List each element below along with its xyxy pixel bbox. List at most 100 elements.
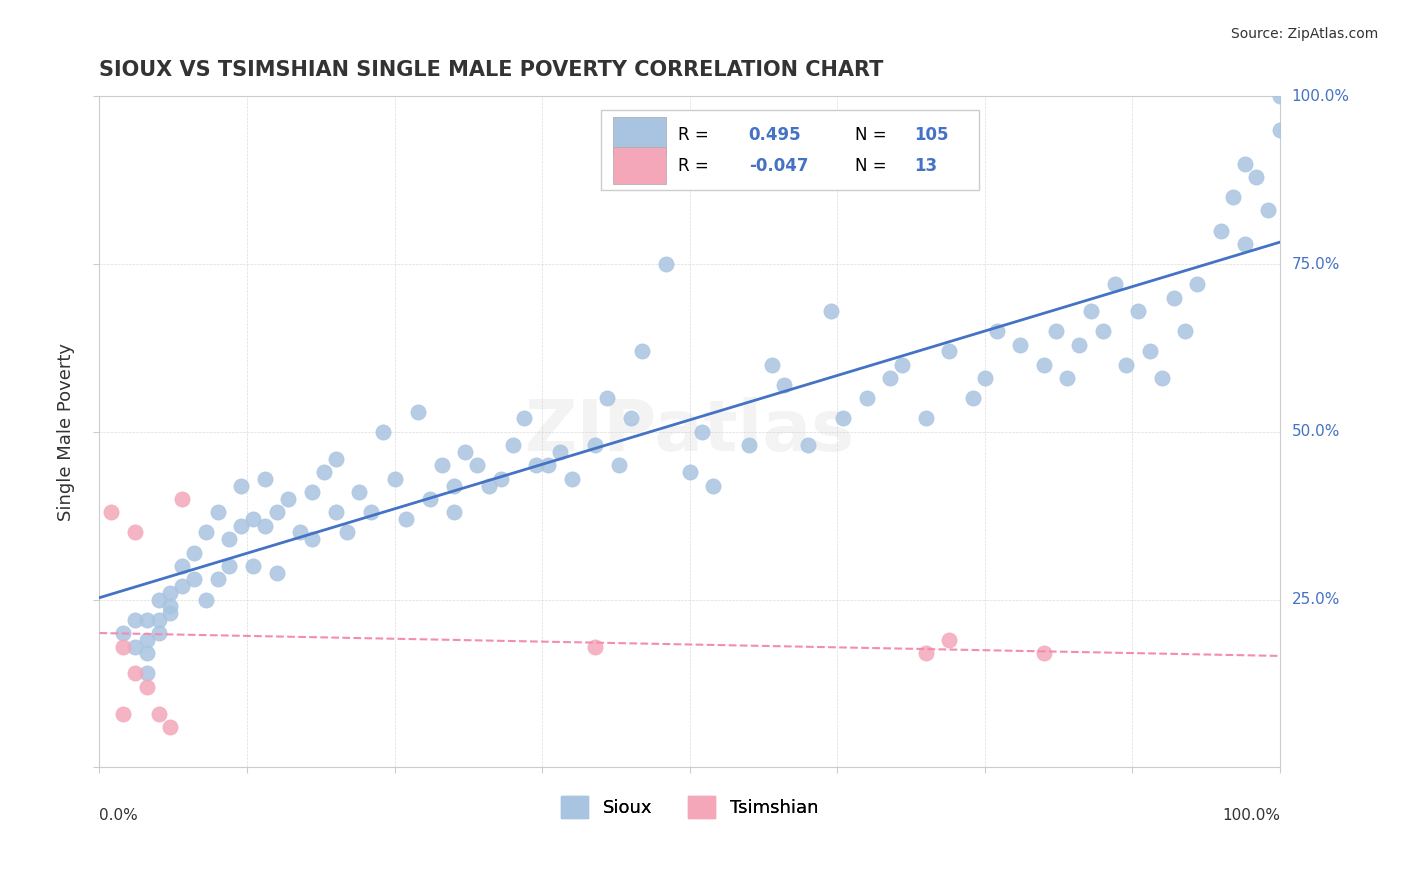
Point: [561, 472, 583, 486]
Text: SIOUX VS TSIMSHIAN SINGLE MALE POVERTY CORRELATION CHART: SIOUX VS TSIMSHIAN SINGLE MALE POVERTY C…: [100, 60, 884, 79]
Point: [360, 505, 382, 519]
Point: [891, 358, 914, 372]
Text: 75.0%: 75.0%: [1292, 257, 1340, 272]
Point: [135, 613, 157, 627]
Point: [172, 491, 194, 506]
Point: [1032, 358, 1054, 372]
Point: [1139, 344, 1161, 359]
Point: [655, 257, 678, 271]
Point: [135, 646, 157, 660]
Point: [312, 465, 335, 479]
Point: [112, 626, 135, 640]
Point: [1128, 304, 1150, 318]
Point: [1104, 277, 1126, 292]
Text: 13: 13: [914, 156, 938, 175]
Text: N =: N =: [855, 127, 887, 145]
Point: [371, 425, 394, 439]
Point: [773, 377, 796, 392]
Point: [832, 411, 855, 425]
Point: [1233, 156, 1256, 170]
Point: [914, 411, 936, 425]
Point: [266, 566, 288, 580]
Point: [430, 458, 453, 473]
Point: [1080, 304, 1102, 318]
Point: [1032, 646, 1054, 660]
Text: 25.0%: 25.0%: [1292, 592, 1340, 607]
Point: [1115, 358, 1137, 372]
Point: [1174, 324, 1197, 338]
Point: [336, 525, 359, 540]
Point: [148, 706, 170, 721]
Point: [218, 532, 240, 546]
Point: [242, 512, 264, 526]
Point: [761, 358, 783, 372]
Point: [124, 666, 146, 681]
Point: [548, 445, 571, 459]
Point: [148, 626, 170, 640]
Point: [1209, 224, 1232, 238]
Point: [1056, 371, 1078, 385]
Point: [183, 573, 205, 587]
Point: [879, 371, 901, 385]
Point: [253, 518, 276, 533]
Point: [1045, 324, 1067, 338]
Point: [347, 485, 370, 500]
Point: [207, 573, 229, 587]
Legend: Sioux, Tsimshian: Sioux, Tsimshian: [554, 789, 825, 825]
Point: [679, 465, 702, 479]
Point: [973, 371, 995, 385]
Point: [172, 559, 194, 574]
Point: [207, 505, 229, 519]
Point: [277, 491, 299, 506]
Point: [914, 646, 936, 660]
Point: [820, 304, 842, 318]
Point: [218, 559, 240, 574]
Point: [384, 472, 406, 486]
Point: [1233, 237, 1256, 252]
Point: [266, 505, 288, 519]
Point: [1069, 337, 1091, 351]
Point: [159, 599, 181, 614]
Point: [986, 324, 1008, 338]
Point: [738, 438, 761, 452]
Point: [443, 505, 465, 519]
FancyBboxPatch shape: [613, 147, 666, 184]
Point: [135, 680, 157, 694]
Point: [524, 458, 547, 473]
Text: 0.495: 0.495: [749, 127, 801, 145]
Point: [194, 525, 217, 540]
Point: [1150, 371, 1173, 385]
Point: [242, 559, 264, 574]
FancyBboxPatch shape: [602, 110, 979, 190]
Point: [443, 478, 465, 492]
Point: [631, 344, 654, 359]
Point: [112, 706, 135, 721]
Point: [159, 586, 181, 600]
Point: [489, 472, 512, 486]
Point: [253, 472, 276, 486]
Text: ZIPatlas: ZIPatlas: [524, 397, 855, 467]
Point: [325, 505, 347, 519]
Point: [135, 666, 157, 681]
Point: [1010, 337, 1032, 351]
Point: [231, 518, 253, 533]
Point: [690, 425, 713, 439]
Point: [194, 592, 217, 607]
Point: [1246, 169, 1268, 184]
Point: [172, 579, 194, 593]
Point: [100, 505, 122, 519]
Point: [135, 632, 157, 647]
Point: [855, 392, 877, 406]
FancyBboxPatch shape: [613, 117, 666, 153]
Point: [513, 411, 536, 425]
Text: Source: ZipAtlas.com: Source: ZipAtlas.com: [1230, 27, 1378, 41]
Point: [454, 445, 477, 459]
Text: -0.047: -0.047: [749, 156, 808, 175]
Text: R =: R =: [678, 127, 709, 145]
Point: [112, 640, 135, 654]
Point: [124, 640, 146, 654]
Text: 100.0%: 100.0%: [1292, 89, 1350, 104]
Point: [465, 458, 488, 473]
Point: [231, 478, 253, 492]
Point: [1268, 123, 1291, 137]
